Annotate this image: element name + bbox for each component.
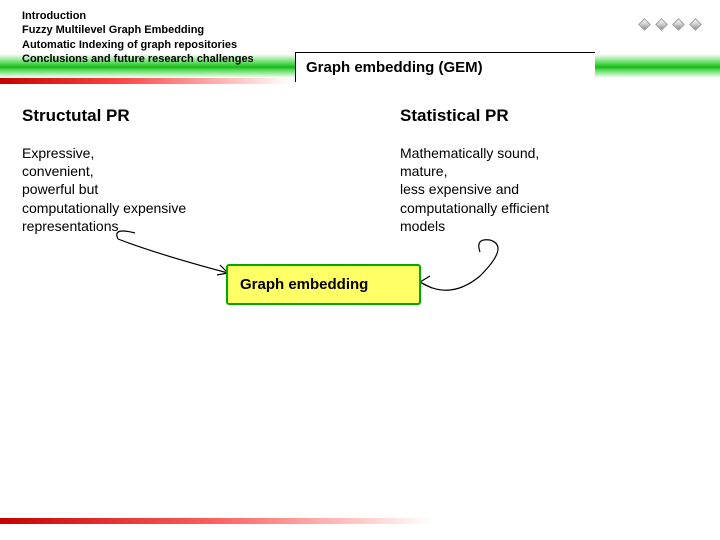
topic-3: Automatic Indexing of graph repositories	[22, 38, 254, 52]
slide-title: Graph embedding (GEM)	[295, 52, 595, 82]
hex-icon	[689, 18, 702, 31]
left-line: computationally expensive	[22, 199, 322, 217]
topic-1: Introduction	[22, 9, 254, 23]
right-line: Mathematically sound,	[400, 144, 680, 162]
right-column: Statistical PR Mathematically sound, mat…	[400, 106, 680, 235]
header-red-bar	[0, 78, 290, 84]
hex-icon	[638, 18, 651, 31]
hex-decoration	[640, 20, 700, 29]
right-line: less expensive and	[400, 180, 680, 198]
left-column: Structutal PR Expressive, convenient, po…	[22, 106, 322, 235]
left-line: convenient,	[22, 162, 322, 180]
right-line: computationally efficient	[400, 199, 680, 217]
right-body: Mathematically sound, mature, less expen…	[400, 144, 680, 235]
topic-2: Fuzzy Multilevel Graph Embedding	[22, 23, 254, 37]
center-box: Graph embedding	[226, 264, 421, 305]
right-line: mature,	[400, 162, 680, 180]
topics-list: Introduction Fuzzy Multilevel Graph Embe…	[22, 9, 254, 66]
hex-icon	[655, 18, 668, 31]
arrow-right-icon	[410, 236, 560, 306]
left-body: Expressive, convenient, powerful but com…	[22, 144, 322, 235]
left-line: Expressive,	[22, 144, 322, 162]
hex-icon	[672, 18, 685, 31]
footer-red-bar	[0, 518, 720, 524]
right-line: models	[400, 217, 680, 235]
left-line: powerful but	[22, 180, 322, 198]
topic-4: Conclusions and future research challeng…	[22, 52, 254, 66]
right-heading: Statistical PR	[400, 106, 680, 126]
left-heading: Structutal PR	[22, 106, 322, 126]
